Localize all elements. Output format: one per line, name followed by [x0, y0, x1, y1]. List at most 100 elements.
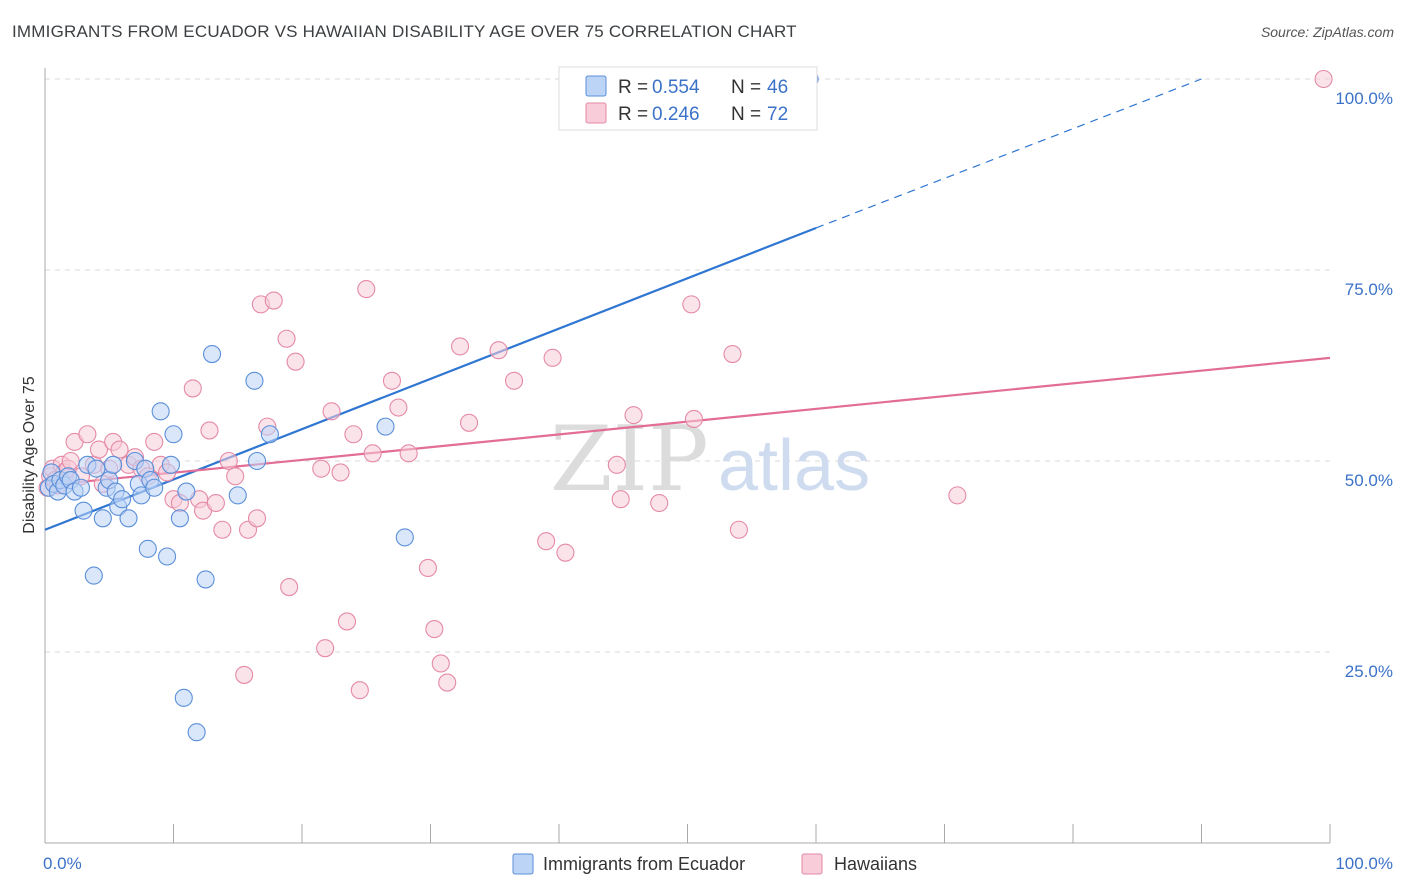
- source-label: Source: ZipAtlas.com: [1260, 24, 1394, 40]
- x-tick-label-max: 100.0%: [1335, 854, 1393, 873]
- legend-n-label-ecuador: N =: [731, 77, 761, 98]
- point-hawaiians-59: [438, 673, 457, 692]
- bottom-legend-swatch-hawaiians: [801, 853, 823, 875]
- point-hawaiians-33: [219, 451, 238, 471]
- point-ecuador-28: [151, 402, 170, 421]
- point-hawaiians-64: [537, 532, 556, 551]
- legend-r-label-hawaiians: R =: [618, 104, 648, 125]
- data-points: [38, 69, 1333, 742]
- point-hawaiians-46: [322, 402, 341, 421]
- legend-r-value-hawaiians: 0.246: [652, 104, 700, 125]
- point-hawaiians-66: [556, 543, 575, 562]
- point-hawaiians-53: [382, 371, 402, 390]
- watermark-atlas: atlas: [718, 426, 870, 506]
- point-hawaiians-17: [110, 440, 129, 459]
- y-tick-label-50: 50.0%: [1345, 471, 1393, 490]
- legend-n-value-ecuador: 46: [767, 77, 788, 98]
- point-ecuador-41: [260, 425, 279, 444]
- point-ecuador-45: [87, 459, 106, 478]
- point-hawaiians-45: [316, 639, 335, 658]
- point-ecuador-43: [395, 528, 414, 547]
- point-hawaiians-52: [363, 444, 382, 463]
- point-ecuador-36: [196, 570, 215, 589]
- point-hawaiians-31: [206, 493, 225, 513]
- point-hawaiians-47: [331, 463, 350, 482]
- bottom-legend-swatch-ecuador: [512, 853, 534, 875]
- y-tick-label-25: 25.0%: [1345, 662, 1393, 681]
- point-hawaiians-34: [226, 467, 245, 486]
- point-hawaiians-27: [183, 379, 202, 398]
- point-hawaiians-58: [431, 654, 450, 673]
- point-ecuador-31: [164, 425, 183, 444]
- point-hawaiians-54: [389, 398, 408, 417]
- trend-line-ecuador-extension: [815, 78, 1202, 229]
- watermark-zip: ZIP: [550, 407, 709, 512]
- point-hawaiians-73: [723, 344, 742, 364]
- trend-line-ecuador: [44, 226, 817, 531]
- point-ecuador-9: [71, 478, 91, 497]
- point-ecuador-35: [187, 723, 206, 742]
- point-hawaiians-32: [213, 520, 232, 539]
- point-hawaiians-68: [611, 490, 630, 509]
- point-ecuador-40: [247, 451, 267, 471]
- point-ecuador-38: [228, 486, 247, 505]
- legend-r-label-ecuador: R =: [618, 77, 648, 98]
- point-hawaiians-51: [357, 280, 376, 299]
- point-hawaiians-42: [280, 578, 299, 597]
- point-hawaiians-71: [682, 295, 701, 314]
- point-ecuador-39: [245, 371, 264, 390]
- legend-box: R = 0.554 N = 46 R = 0.246 N = 72: [558, 66, 818, 131]
- point-hawaiians-13: [89, 440, 109, 459]
- point-hawaiians-41: [277, 329, 296, 348]
- point-hawaiians-63: [504, 371, 524, 390]
- point-hawaiians-43: [286, 352, 305, 371]
- bottom-legend: Immigrants from Ecuador Hawaiians: [512, 853, 917, 875]
- point-hawaiians-75: [948, 486, 967, 505]
- point-hawaiians-49: [344, 425, 363, 444]
- point-hawaiians-30: [200, 421, 219, 440]
- grid: [45, 78, 1330, 653]
- point-hawaiians-55: [399, 444, 418, 463]
- point-hawaiians-56: [418, 558, 437, 578]
- point-ecuador-42: [376, 417, 395, 436]
- point-hawaiians-40: [264, 291, 283, 310]
- point-hawaiians-70: [650, 493, 669, 513]
- bottom-legend-label-ecuador: Immigrants from Ecuador: [543, 854, 745, 874]
- y-tick-label-75: 75.0%: [1345, 280, 1393, 299]
- point-hawaiians-69: [624, 406, 643, 425]
- point-ecuador-37: [203, 344, 222, 364]
- point-hawaiians-22: [145, 432, 164, 451]
- point-ecuador-19: [113, 490, 132, 509]
- point-hawaiians-76: [1314, 69, 1333, 89]
- point-ecuador-13: [93, 509, 112, 528]
- legend-n-value-hawaiians: 72: [767, 104, 788, 125]
- point-ecuador-32: [170, 509, 189, 528]
- watermark: ZIP atlas: [550, 407, 870, 512]
- point-hawaiians-8: [61, 451, 80, 471]
- point-hawaiians-72: [684, 409, 703, 429]
- point-ecuador-27: [145, 478, 164, 497]
- point-ecuador-16: [104, 455, 123, 474]
- y-tick-label-100: 100.0%: [1335, 89, 1393, 108]
- legend-swatch-ecuador: [585, 75, 607, 97]
- point-hawaiians-50: [350, 681, 369, 700]
- point-hawaiians-44: [312, 459, 331, 478]
- y-axis-title: Disability Age Over 75: [21, 376, 38, 534]
- point-hawaiians-65: [543, 348, 562, 367]
- point-ecuador-20: [119, 509, 138, 528]
- point-hawaiians-48: [337, 612, 357, 631]
- point-ecuador-29: [158, 547, 177, 566]
- point-ecuador-25: [138, 539, 157, 558]
- point-hawaiians-67: [607, 455, 626, 474]
- point-hawaiians-60: [451, 337, 470, 356]
- point-ecuador-12: [84, 566, 103, 585]
- point-hawaiians-74: [729, 520, 748, 539]
- legend-n-label-hawaiians: N =: [731, 104, 761, 125]
- axes: [44, 68, 1331, 844]
- point-hawaiians-37: [247, 509, 267, 528]
- point-ecuador-33: [174, 688, 193, 707]
- point-ecuador-30: [161, 455, 180, 474]
- point-hawaiians-62: [489, 341, 508, 360]
- point-hawaiians-35: [235, 665, 254, 684]
- legend-swatch-hawaiians: [585, 102, 607, 124]
